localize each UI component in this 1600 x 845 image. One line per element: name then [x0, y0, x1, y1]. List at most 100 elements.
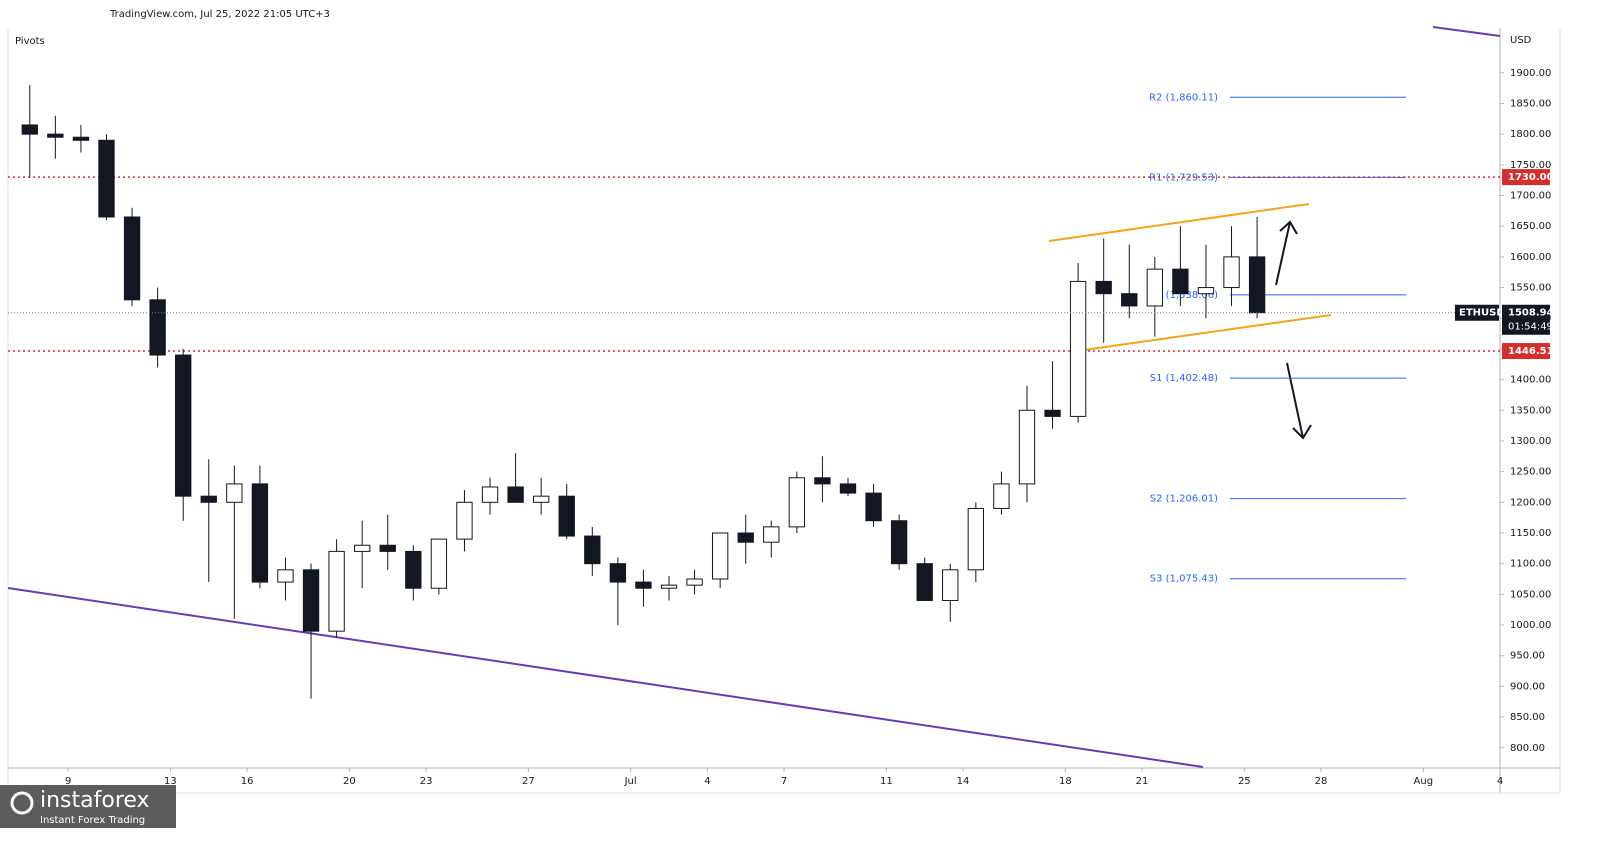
x-tick-label: 21	[1136, 776, 1149, 787]
candle-body	[814, 477, 831, 485]
y-tick-label: 850.00	[1510, 712, 1545, 723]
pivot-label: S2 (1,206.01)	[1150, 494, 1218, 505]
candle-body	[456, 501, 473, 540]
candle-body	[226, 483, 243, 503]
candle-body	[788, 477, 806, 528]
pivot-label: S3 (1,075.43)	[1150, 574, 1218, 585]
candle-body	[175, 354, 192, 497]
x-tick-label: 16	[241, 776, 254, 787]
candle-body	[839, 483, 857, 494]
watermark-box	[0, 785, 176, 828]
candle-body	[430, 538, 448, 589]
logo-icon	[10, 791, 34, 815]
x-tick-label: 7	[781, 776, 787, 787]
candle-body	[1018, 409, 1036, 485]
y-tick-label: 1400.00	[1510, 375, 1551, 386]
x-tick-label: 13	[164, 776, 177, 787]
candle-body	[123, 216, 141, 301]
level-label: 1446.51	[1508, 346, 1554, 357]
candle-body	[584, 535, 601, 565]
trendline	[7, 587, 1204, 768]
y-tick-label: 1100.00	[1510, 559, 1551, 570]
y-tick-label: 1800.00	[1510, 129, 1551, 140]
candle-body	[865, 492, 882, 522]
y-tick-label: 1600.00	[1510, 252, 1551, 263]
candle-body	[967, 507, 985, 571]
brand: instaforex	[40, 788, 150, 813]
x-tick-label: 11	[880, 776, 893, 787]
candle-body	[1197, 287, 1215, 295]
arrow-up	[1275, 220, 1298, 286]
level-label: 1730.00	[1508, 172, 1554, 183]
indicator-label: Pivots	[15, 36, 45, 47]
y-tick-label: 1900.00	[1510, 68, 1551, 79]
pivot-label: R2 (1,860.11)	[1149, 92, 1218, 103]
channel-line	[1048, 203, 1310, 242]
symbol-label: ETHUSD	[1459, 308, 1505, 319]
candle-body	[711, 532, 729, 580]
arrow-down	[1286, 362, 1312, 440]
x-tick-label: 4	[704, 776, 710, 787]
y-tick-label: 1150.00	[1510, 528, 1551, 539]
candle-body	[507, 486, 524, 503]
y-tick-label: 1700.00	[1510, 191, 1551, 202]
candle-body	[72, 136, 90, 141]
x-tick-label: 9	[65, 776, 71, 787]
pivot-label: P (1,538.06)	[1156, 290, 1218, 301]
candle-body	[1069, 280, 1087, 417]
countdown: 01:54:49	[1508, 322, 1553, 333]
candle-body	[98, 139, 115, 218]
candle-body	[1146, 268, 1163, 307]
x-tick-label: 14	[957, 776, 970, 787]
candle-body	[660, 584, 678, 589]
symbol-tag	[1455, 304, 1499, 321]
level-tag	[1502, 343, 1550, 360]
tagline: Instant Forex Trading	[40, 815, 145, 826]
candle-body	[686, 578, 703, 586]
level-tag	[1502, 169, 1550, 186]
x-tick-label: 25	[1238, 776, 1251, 787]
y-tick-label: 1250.00	[1510, 467, 1551, 478]
candle-body	[763, 526, 780, 543]
x-tick-label: 18	[1059, 776, 1072, 787]
pivot-label: S1 (1,402.48)	[1150, 373, 1218, 384]
candle-body	[1121, 293, 1138, 307]
candle-body	[635, 581, 652, 589]
x-tick-label: 23	[420, 776, 433, 787]
y-tick-label: 1850.00	[1510, 98, 1551, 109]
candle-body	[1095, 280, 1112, 295]
trendline	[1432, 26, 1501, 37]
candle-body	[1172, 268, 1189, 295]
candle-body	[532, 495, 550, 503]
y-tick-label: 1750.00	[1510, 160, 1551, 171]
candle-body	[405, 550, 422, 589]
y-tick-label: 800.00	[1510, 743, 1545, 754]
candle-body	[609, 563, 627, 583]
y-tick-label: 1300.00	[1510, 436, 1551, 447]
x-tick-label: 27	[522, 776, 535, 787]
x-tick-label: 20	[343, 776, 356, 787]
x-tick-label: Aug	[1414, 776, 1434, 787]
candle-body	[354, 544, 371, 552]
y-tick-label: 1200.00	[1510, 497, 1551, 508]
candle-body	[558, 495, 575, 537]
candle-body	[47, 133, 64, 138]
price-tag	[1502, 304, 1550, 335]
y-tick-label: 950.00	[1510, 651, 1545, 662]
candle-body	[277, 569, 294, 583]
currency-label: USD	[1510, 35, 1532, 46]
candle-body	[328, 550, 345, 632]
y-tick-label: 1350.00	[1510, 405, 1551, 416]
candle-body	[481, 486, 499, 503]
pivot-label: R1 (1,729.53)	[1149, 172, 1218, 183]
x-tick-label: Jul	[624, 776, 637, 787]
candle-body	[149, 299, 166, 356]
y-tick-label: 1050.00	[1510, 589, 1551, 600]
candle-body	[379, 544, 396, 552]
candle-body	[916, 563, 933, 601]
channel-line	[1069, 314, 1332, 353]
candle-body	[251, 483, 269, 583]
candle-body	[890, 520, 908, 565]
